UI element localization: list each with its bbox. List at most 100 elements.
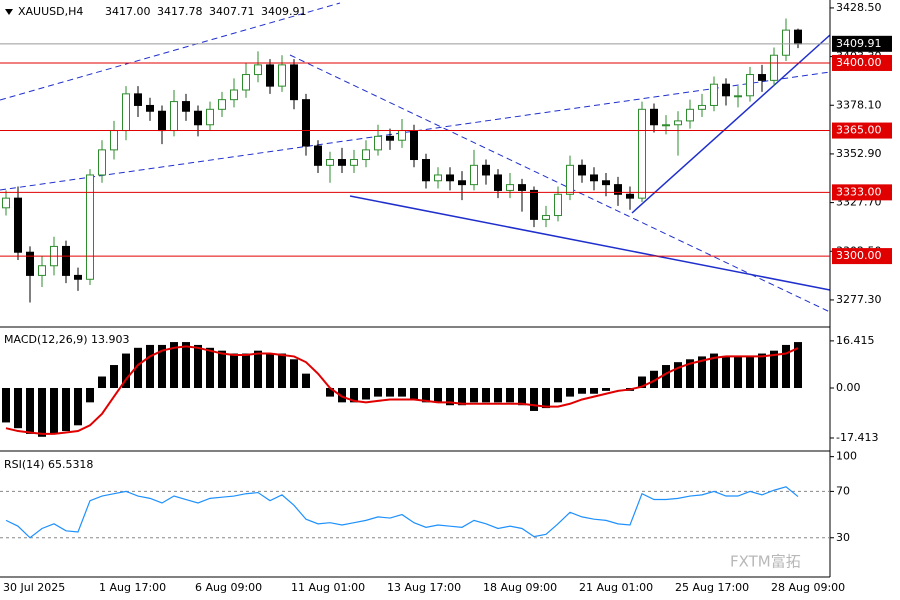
macd-bar — [146, 344, 154, 388]
candle-body — [314, 145, 322, 166]
macd-bar — [26, 387, 34, 434]
macd-bar — [338, 387, 346, 403]
candle-body — [758, 74, 766, 81]
level-box — [832, 54, 892, 71]
level-box — [832, 248, 892, 265]
candle-body — [566, 164, 574, 195]
candle-body — [446, 174, 454, 182]
macd-bar — [506, 387, 514, 403]
macd-bar — [230, 353, 238, 388]
macd-bar — [470, 387, 478, 403]
candle-body — [602, 180, 610, 186]
macd-bar — [542, 387, 550, 409]
macd-bar — [374, 387, 382, 397]
candle-body — [38, 265, 46, 276]
macd-bar — [782, 344, 790, 388]
candle-body — [554, 193, 562, 217]
menu-arrow — [5, 9, 13, 15]
macd-bar — [710, 353, 718, 388]
macd-bar — [290, 359, 298, 388]
candle-body — [182, 101, 190, 112]
candle-body — [782, 29, 790, 56]
ohlc-low: 3407.71 — [209, 5, 255, 18]
candle-body — [74, 274, 82, 280]
candle-body — [242, 74, 250, 91]
macd-bar — [218, 350, 226, 388]
macd-bar — [410, 387, 418, 400]
macd-bar — [518, 387, 526, 406]
macd-bar — [302, 373, 310, 388]
candle-body — [2, 197, 10, 209]
watermark: FXTM富拓 — [730, 553, 801, 571]
macd-bar — [122, 353, 130, 388]
candle-body — [290, 64, 298, 101]
candle-body — [422, 159, 430, 182]
rising-line — [631, 34, 831, 214]
y-tick-label: -17.413 — [836, 431, 878, 444]
candle-body — [62, 245, 70, 276]
rsi-line — [5, 486, 799, 539]
level-label: 3300.00 — [836, 249, 882, 262]
level-box — [832, 122, 892, 139]
macd-bar — [278, 353, 286, 388]
candle-body — [506, 184, 514, 191]
macd-bar — [794, 342, 802, 388]
candle-body — [326, 159, 334, 166]
macd-bar — [110, 365, 118, 388]
channel-upper — [0, 2, 341, 101]
macd-bar — [446, 387, 454, 406]
macd-bar — [590, 387, 598, 394]
candle-body — [674, 120, 682, 126]
candle-body — [110, 130, 118, 151]
macd-bar — [578, 387, 586, 394]
macd-bar — [458, 387, 466, 406]
x-tick-label: 1 Aug 17:00 — [99, 581, 166, 594]
candle-body — [686, 108, 694, 122]
y-tick-label: 30 — [836, 531, 850, 544]
level-label: 3365.00 — [836, 124, 882, 137]
candle-body — [278, 64, 286, 87]
macd-bar — [494, 387, 502, 403]
candle-body — [386, 135, 394, 141]
candle-body — [458, 180, 466, 186]
macd-bar — [158, 344, 166, 388]
macd-bar — [134, 347, 142, 388]
level-label: 3400.00 — [836, 56, 882, 69]
x-tick-label: 18 Aug 09:00 — [483, 581, 557, 594]
candle-body — [518, 184, 526, 191]
candle-body — [638, 108, 646, 199]
x-tick-label: 25 Aug 17:00 — [675, 581, 749, 594]
macd-bar — [758, 353, 766, 388]
candle-body — [650, 108, 658, 126]
candle-body — [158, 110, 166, 132]
x-tick-label: 13 Aug 17:00 — [387, 581, 461, 594]
candle-body — [698, 104, 706, 110]
macd-bar — [182, 342, 190, 388]
macd-bar — [266, 353, 274, 388]
macd-bar — [74, 387, 82, 426]
macd-bar — [662, 365, 670, 388]
candle-body — [590, 174, 598, 182]
candle-body — [362, 149, 370, 161]
macd-bar — [170, 342, 178, 388]
y-tick-label: 0.00 — [836, 381, 861, 394]
macd-bar — [362, 387, 370, 400]
candle-body — [134, 93, 142, 106]
macd-bar — [254, 350, 262, 388]
symbol: XAUUSD,H4 — [18, 5, 83, 18]
macd-bar — [422, 387, 430, 403]
y-tick-label: 3352.90 — [836, 147, 882, 160]
macd-bar — [38, 387, 46, 437]
macd-bar — [746, 356, 754, 388]
macd-bar — [62, 387, 70, 432]
candle-body — [470, 164, 478, 186]
candle-body — [350, 159, 358, 166]
candle-body — [98, 149, 106, 176]
candle-body — [434, 174, 442, 182]
candle-body — [626, 193, 634, 199]
macd-title: MACD(12,26,9) 13.903 — [4, 333, 130, 346]
macd-bar — [14, 387, 22, 429]
candle-body — [722, 83, 730, 97]
macd-bar — [350, 387, 358, 403]
